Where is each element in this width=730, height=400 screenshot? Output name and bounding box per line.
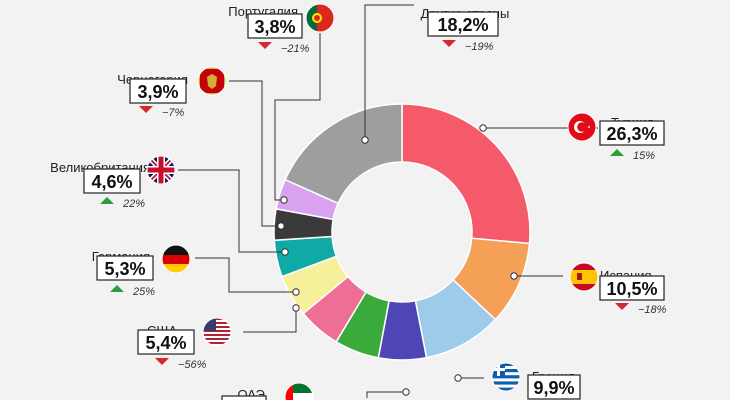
value-турция: 26,3% xyxy=(606,124,657,144)
value-box-сша xyxy=(137,329,195,355)
value-великобритания: 4,6% xyxy=(91,172,132,192)
arrow-down-icon-черногория xyxy=(139,106,153,113)
uk-flag-icon xyxy=(146,155,176,185)
change-черногория: −7% xyxy=(162,107,185,119)
slice-11 xyxy=(284,103,403,205)
arrow-down-icon-другие-страны xyxy=(442,40,456,47)
leader-сша xyxy=(243,308,297,333)
leader-dot-другие-страны xyxy=(361,136,369,144)
value-box-великобритания xyxy=(83,168,141,194)
usa-flag-icon xyxy=(202,317,232,347)
leader-dot-черногория xyxy=(277,222,285,230)
value-германия: 5,3% xyxy=(104,259,145,279)
value-box-греция xyxy=(527,374,581,400)
value-box-германия xyxy=(96,255,154,281)
turkey-flag-icon xyxy=(567,112,597,142)
leader-slice-3 xyxy=(366,391,406,398)
value-box-оаэ xyxy=(221,395,267,400)
value-box-турция xyxy=(599,120,665,146)
leader-dot-турция xyxy=(479,124,487,132)
leader-dot-великобритания xyxy=(281,248,289,256)
change-другие-страны: −19% xyxy=(465,41,494,53)
donut-slices xyxy=(273,103,531,361)
germany-flag-icon xyxy=(161,244,191,274)
change-испания: −18% xyxy=(638,304,667,316)
leader-dot-slice-3 xyxy=(402,388,410,396)
leader-dot-греция xyxy=(454,374,462,382)
leader-другие-страны xyxy=(364,4,414,140)
portugal-flag-icon xyxy=(305,3,335,33)
greece-flag-icon xyxy=(491,362,521,392)
value-другие-страны: 18,2% xyxy=(437,15,488,35)
change-португалия: −21% xyxy=(281,43,310,55)
change-германия: 25% xyxy=(132,286,155,298)
leader-великобритания xyxy=(178,169,285,253)
value-португалия: 3,8% xyxy=(254,17,295,37)
value-box-португалия xyxy=(247,13,303,39)
value-box-испания xyxy=(599,275,665,301)
value-испания: 10,5% xyxy=(606,279,657,299)
leader-dot-португалия xyxy=(280,196,288,204)
arrow-down-icon-испания xyxy=(615,303,629,310)
leader-черногория xyxy=(229,80,281,227)
spain-flag-icon xyxy=(569,262,599,292)
change-сша: −56% xyxy=(178,359,207,371)
value-сша: 5,4% xyxy=(145,333,186,353)
leader-dot-германия xyxy=(292,288,300,296)
value-греция: 9,9% xyxy=(533,378,574,398)
slice-1 xyxy=(401,103,531,245)
arrow-down-icon-сша xyxy=(155,358,169,365)
montenegro-flag-icon xyxy=(197,66,227,96)
uae-flag-icon xyxy=(284,382,314,400)
arrow-up-icon-великобритания xyxy=(100,197,114,204)
leader-германия xyxy=(195,257,296,293)
value-box-другие-страны xyxy=(427,11,499,37)
change-великобритания: 22% xyxy=(122,198,145,210)
leader-португалия xyxy=(274,33,321,201)
change-турция: 15% xyxy=(633,150,655,162)
arrow-up-icon-турция xyxy=(610,149,624,156)
arrow-down-icon-португалия xyxy=(258,42,272,49)
value-черногория: 3,9% xyxy=(137,82,178,102)
arrow-up-icon-германия xyxy=(110,285,124,292)
slice-labels: Турция26,3%15%Испания10,5%−18%Греция9,9%… xyxy=(50,3,667,400)
leader-dot-испания xyxy=(510,272,518,280)
value-box-черногория xyxy=(129,78,187,104)
leader-dot-сша xyxy=(292,304,300,312)
